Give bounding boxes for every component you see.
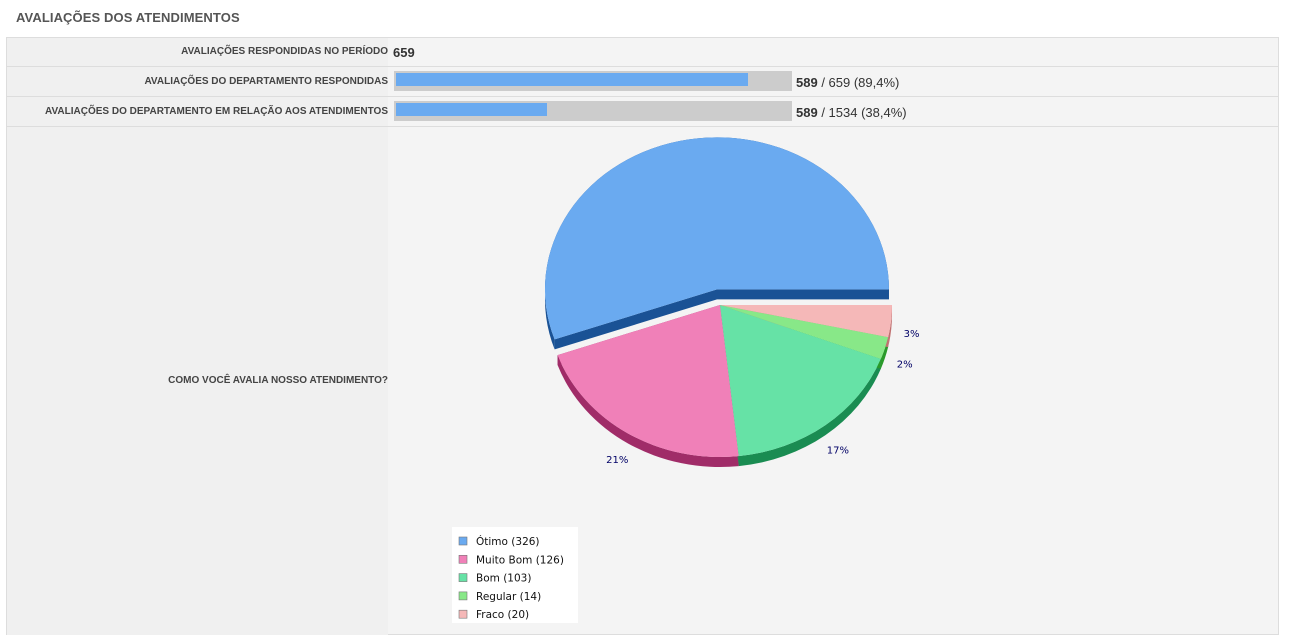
legend-item: Bom (103) bbox=[476, 573, 531, 585]
progress-bar-fill bbox=[396, 73, 749, 86]
progress-bar-fill bbox=[396, 103, 548, 116]
pie-slice-side bbox=[738, 358, 881, 467]
progress-bar-track bbox=[394, 71, 792, 91]
pie-slice-fraco bbox=[720, 305, 892, 338]
chart-area: 55% 21% 17% 2% 3% Ótimo (326) Muito Bom (126) B… bbox=[388, 117, 1278, 635]
row-department-vs-attendances: AVALIAÇÕES DO DEPARTAMENTO EM RELAÇÃO AO… bbox=[7, 97, 1278, 127]
pie-slices bbox=[544, 137, 892, 457]
row-label: AVALIAÇÕES RESPONDIDAS NO PERÍODO bbox=[181, 46, 388, 57]
answered-count: 659 bbox=[393, 45, 415, 60]
pie-slice-side bbox=[554, 289, 717, 350]
legend-box bbox=[452, 527, 578, 623]
legend-item: Muito Bom (126) bbox=[476, 554, 564, 566]
legend-swatch bbox=[458, 536, 468, 546]
pie-slice-muito-bom bbox=[557, 305, 739, 457]
row-answered-total: AVALIAÇÕES RESPONDIDAS NO PERÍODO 659 bbox=[7, 38, 1278, 67]
progress-count: 589 bbox=[796, 105, 818, 120]
pie-label: 3% bbox=[904, 329, 920, 340]
pie-slice-side bbox=[716, 289, 889, 300]
pie-slice-side bbox=[888, 305, 892, 348]
progress-bar-track bbox=[394, 101, 792, 121]
row-label: AVALIAÇÕES DO DEPARTAMENTO RESPONDIDAS bbox=[144, 76, 388, 87]
legend-swatch bbox=[458, 609, 468, 619]
stats-table: AVALIAÇÕES RESPONDIDAS NO PERÍODO 659 AV… bbox=[6, 37, 1279, 635]
row-label: AVALIAÇÕES DO DEPARTAMENTO EM RELAÇÃO AO… bbox=[45, 106, 388, 117]
progress-detail: / 659 (89,4%) bbox=[817, 75, 900, 90]
progress-count: 589 bbox=[796, 75, 818, 90]
legend-swatch bbox=[458, 591, 468, 601]
progress-detail: / 1534 (38,4%) bbox=[817, 105, 907, 120]
pie-chart: 55% 21% 17% 2% 3% Ótimo (326) Muito Bom (126) B… bbox=[452, 117, 920, 623]
pie-slice-regular bbox=[720, 305, 889, 359]
legend-swatch bbox=[458, 554, 468, 564]
pie-label: 55% bbox=[674, 127, 696, 128]
legend-swatch bbox=[458, 573, 468, 582]
pie-slice-otimo bbox=[544, 137, 889, 340]
page-title: AVALIAÇÕES DOS ATENDIMENTOS bbox=[16, 10, 240, 25]
row-question-chart: COMO VOCÊ AVALIA NOSSO ATENDIMENTO? 55% 2… bbox=[7, 117, 1278, 635]
pie-label: 2% bbox=[897, 359, 913, 370]
row-department-answered: AVALIAÇÕES DO DEPARTAMENTO RESPONDIDAS 5… bbox=[7, 67, 1278, 97]
pie-slice-bom bbox=[720, 305, 881, 457]
legend-item: Fraco (20) bbox=[476, 609, 529, 621]
legend-item: Ótimo (326) bbox=[476, 535, 540, 548]
pie-label: 21% bbox=[606, 455, 628, 466]
pie-label: 17% bbox=[827, 446, 849, 457]
legend-item: Regular (14) bbox=[476, 591, 541, 603]
pie-slice-side bbox=[557, 355, 739, 467]
question-label: COMO VOCÊ AVALIA NOSSO ATENDIMENTO? bbox=[168, 375, 388, 386]
pie-legend: Ótimo (326) Muito Bom (126) Bom (103) Regul… bbox=[452, 527, 578, 623]
